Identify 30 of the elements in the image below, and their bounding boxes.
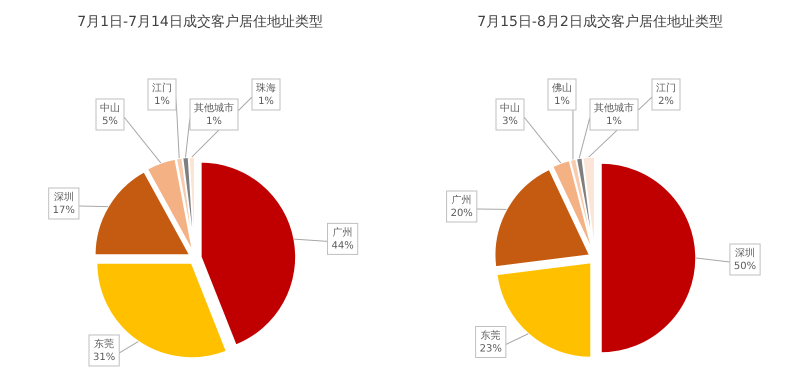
slice-label: 佛山	[552, 82, 572, 94]
slice-label: 其他城市	[594, 102, 634, 114]
chart-title: 7月15日-8月2日成交客户居住地址类型	[477, 14, 723, 30]
data-label: 23%	[480, 344, 502, 355]
slice-label: 广州	[452, 194, 472, 206]
slice-label: 江门	[152, 82, 172, 94]
chart-title: 7月1日-7月14日成交客户居住地址类型	[77, 14, 323, 30]
slice-label: 东莞	[94, 338, 114, 350]
data-label: 1%	[154, 96, 170, 107]
data-label: 5%	[102, 116, 118, 127]
data-label: 2%	[658, 96, 674, 107]
data-label: 31%	[93, 352, 116, 363]
slice-label: 江门	[656, 82, 676, 94]
data-label: 1%	[258, 96, 274, 107]
slice-label: 珠海	[256, 82, 276, 94]
data-label: 50%	[734, 261, 756, 272]
data-label: 44%	[331, 240, 354, 252]
data-label: 1%	[606, 116, 622, 127]
data-label: 3%	[502, 116, 518, 127]
slice-label: 中山	[500, 102, 520, 114]
slice-label: 中山	[100, 102, 120, 114]
slice-label: 其他城市	[194, 102, 234, 114]
data-label: 1%	[206, 116, 222, 127]
data-label: 17%	[52, 205, 75, 216]
slice-label: 广州	[332, 226, 353, 238]
slice-label: 东莞	[480, 330, 501, 342]
slice-label: 深圳	[54, 191, 74, 204]
data-label: 1%	[554, 96, 570, 107]
slice-label: 深圳	[735, 247, 755, 259]
data-label: 20%	[450, 208, 473, 220]
